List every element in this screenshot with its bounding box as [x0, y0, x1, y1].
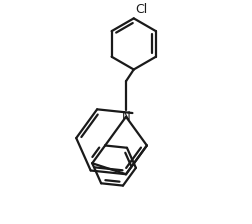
Text: N: N — [122, 110, 130, 123]
Text: Cl: Cl — [136, 3, 148, 16]
